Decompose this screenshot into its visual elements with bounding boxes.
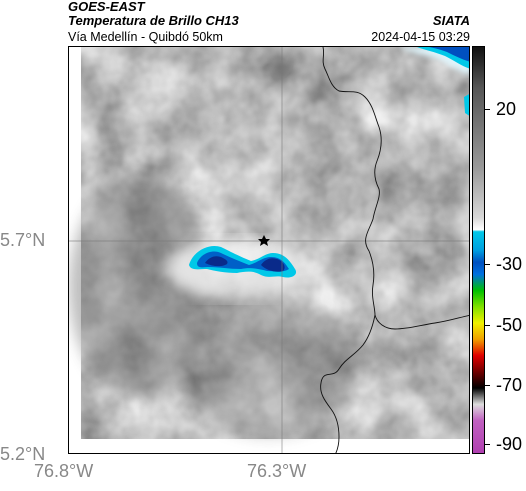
star-icon[interactable]: [258, 235, 270, 246]
map-panel[interactable]: [68, 46, 470, 454]
colorbar: [472, 46, 485, 454]
latitude-tick-label: 5.2°N: [0, 444, 46, 464]
colorbar-tick-mark: [485, 109, 490, 111]
product-title: Temperatura de Brillo CH13: [68, 13, 239, 28]
header-row-2: Temperatura de Brillo CH13 SIATA: [0, 14, 526, 28]
latitude-tick-label: 5.7°N: [0, 230, 46, 250]
longitude-tick-label: 76.8°W: [34, 461, 94, 481]
longitude-tick-label: 76.3°W: [247, 461, 307, 481]
colorbar-tick-mark: [485, 443, 490, 445]
administrative-boundaries: [320, 47, 469, 453]
colorbar-tick-mark: [485, 264, 490, 266]
colorbar-tick-label: -70: [496, 374, 523, 395]
map-gridlines: [69, 47, 469, 453]
cold-cloud-cluster: [189, 245, 297, 278]
satellite-imagery: [69, 47, 469, 439]
colorbar-tick-label: -50: [496, 315, 523, 336]
organization-label: SIATA: [432, 13, 470, 28]
colorbar-tick-label: 20: [496, 99, 517, 120]
datetime-label: 2024-04-15 03:29: [371, 30, 470, 44]
colorbar-tick-mark: [485, 325, 490, 327]
brightness-temperature-map: [69, 47, 469, 453]
region-label: Vía Medellín - Quibdó 50km: [68, 30, 223, 44]
header-row-3: Vía Medellín - Quibdó 50km 2024-04-15 03…: [0, 30, 526, 44]
colorbar-tick-mark: [485, 384, 490, 386]
satellite-name: GOES-EAST: [68, 0, 145, 14]
colorbar-tick-label: -90: [496, 433, 523, 454]
header-row-1: GOES-EAST: [0, 0, 526, 14]
colorbar-tick-label: -30: [496, 254, 523, 275]
